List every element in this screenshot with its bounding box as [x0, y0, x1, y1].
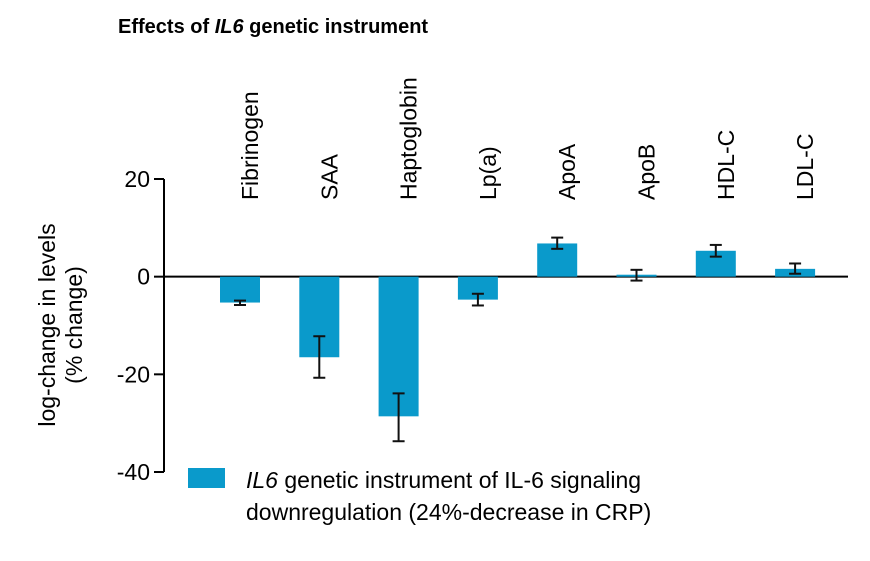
bar	[220, 276, 260, 303]
category-labels: Fibrinogen SAA Haptoglobin Lp(a) ApoA ApoB HDL…	[237, 77, 818, 200]
category-label: Lp(a)	[475, 146, 501, 200]
category-label: Fibrinogen	[237, 91, 263, 200]
title-italic-part: IL6	[215, 16, 245, 38]
legend-text-line: IL6 genetic instrument of IL-6 signaling	[246, 467, 641, 493]
legend: IL6 genetic instrument of IL-6 signaling…	[188, 467, 651, 525]
chart-title: Effects of IL6 genetic instrument	[118, 16, 428, 38]
bars	[220, 243, 816, 417]
legend-part: genetic instrument of IL-6 signaling	[278, 467, 641, 493]
error-bars	[234, 236, 802, 443]
legend-swatch	[188, 468, 225, 488]
category-label: Haptoglobin	[396, 77, 422, 200]
category-label: ApoB	[634, 144, 660, 200]
y-tick-label: -40	[117, 459, 150, 485]
legend-part: downregulation (24%-decrease in CRP)	[246, 499, 651, 525]
category-label: SAA	[316, 153, 342, 200]
axes: 20 0 -20 -40	[117, 166, 848, 485]
legend-italic-part: IL6	[246, 467, 278, 493]
y-tick-label: 0	[137, 264, 150, 290]
category-label: ApoA	[554, 143, 580, 200]
category-label: HDL-C	[713, 130, 739, 200]
category-label: LDL-C	[792, 134, 818, 200]
bar	[457, 276, 498, 300]
title-part: genetic instrument	[244, 16, 429, 38]
y-tick-label: 20	[124, 166, 150, 192]
y-axis-label-line: (% change)	[61, 266, 87, 384]
y-axis-label-line: log-change in levels	[34, 223, 60, 426]
y-tick-label: -20	[117, 361, 150, 387]
legend-text-line: downregulation (24%-decrease in CRP)	[246, 499, 651, 525]
y-axis-label: log-change in levels (% change)	[34, 223, 87, 426]
title-part: Effects of	[118, 16, 215, 38]
